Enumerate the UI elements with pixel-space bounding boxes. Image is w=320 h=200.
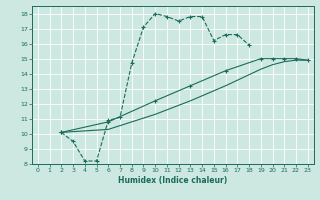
X-axis label: Humidex (Indice chaleur): Humidex (Indice chaleur) <box>118 176 228 185</box>
